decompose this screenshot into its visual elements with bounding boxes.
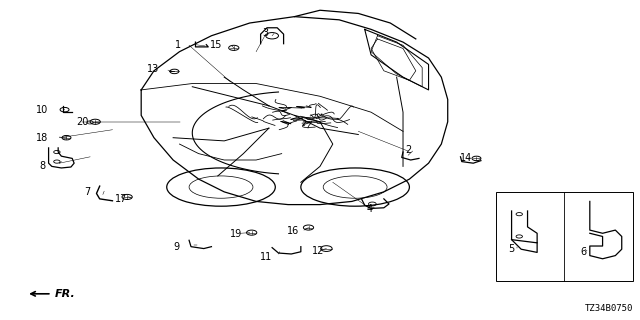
Text: 9: 9	[173, 242, 179, 252]
Text: 12: 12	[312, 246, 324, 256]
Text: 11: 11	[260, 252, 272, 262]
Text: 6: 6	[580, 247, 587, 257]
Text: 20: 20	[76, 117, 88, 127]
Text: 7: 7	[84, 187, 90, 197]
Bar	[495, 192, 633, 281]
Text: FR.: FR.	[55, 289, 76, 299]
Text: 4: 4	[367, 204, 373, 214]
Text: 17: 17	[115, 194, 127, 204]
FancyArrowPatch shape	[31, 292, 49, 296]
Text: 16: 16	[287, 226, 300, 236]
Text: 10: 10	[36, 105, 49, 115]
Text: 8: 8	[39, 161, 45, 171]
Text: 2: 2	[405, 146, 412, 156]
Text: 1: 1	[175, 40, 181, 50]
Text: 13: 13	[147, 64, 159, 74]
Text: 19: 19	[230, 229, 242, 239]
Text: 18: 18	[36, 133, 49, 143]
Text: 14: 14	[460, 153, 472, 164]
Text: TZ34B0750: TZ34B0750	[584, 304, 633, 313]
Text: 3: 3	[262, 28, 269, 38]
Text: 15: 15	[211, 40, 223, 50]
Text: 5: 5	[508, 244, 515, 254]
